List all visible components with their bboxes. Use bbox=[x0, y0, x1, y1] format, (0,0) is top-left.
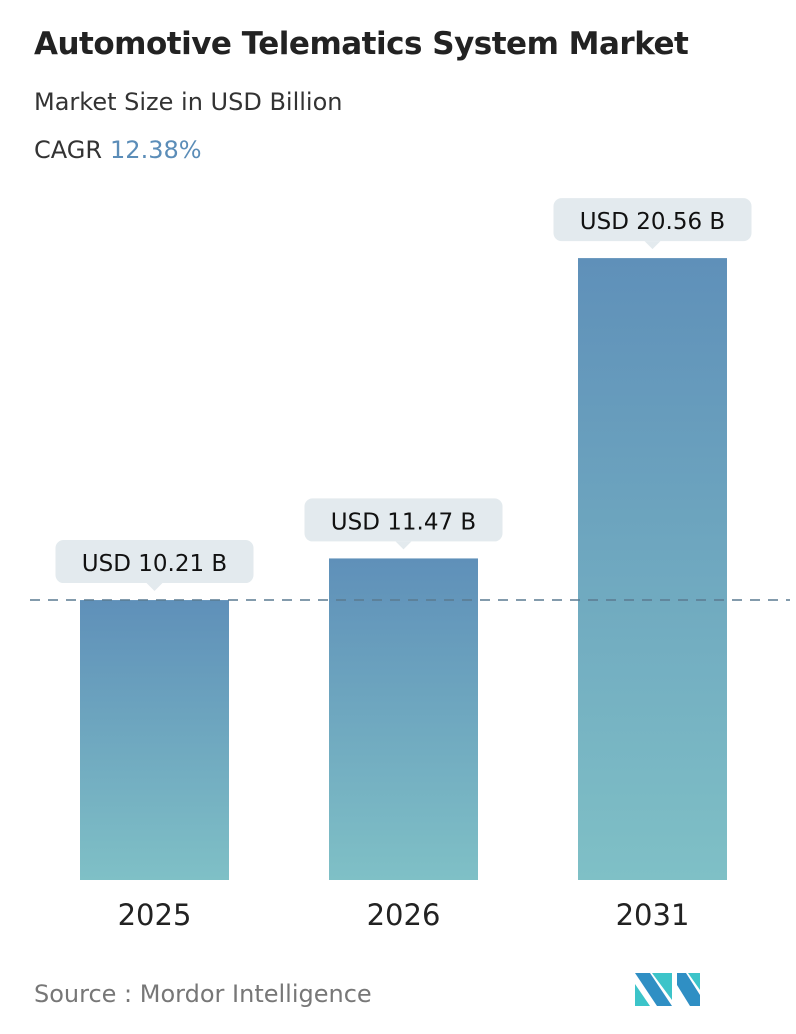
data-label: USD 20.56 B bbox=[580, 209, 725, 235]
bar-2025 bbox=[80, 600, 229, 880]
data-label-pointer bbox=[395, 541, 412, 550]
chart-title: Automotive Telematics System Market bbox=[34, 26, 689, 62]
data-label-pointer bbox=[644, 241, 661, 250]
source-text: Source : Mordor Intelligence bbox=[34, 980, 372, 1008]
cagr: CAGR 12.38% bbox=[34, 136, 202, 164]
x-tick-label: 2026 bbox=[367, 898, 441, 932]
data-label-bg bbox=[553, 198, 752, 242]
data-label-bg bbox=[55, 540, 254, 584]
x-tick-label: 2031 bbox=[616, 898, 690, 932]
bar-2026 bbox=[329, 558, 478, 880]
cagr-label: CAGR bbox=[34, 136, 103, 164]
bar-chart: USD 10.21 B 2025 USD 11.47 B 2026 USD 20.56 … bbox=[30, 198, 790, 932]
chart-subtitle: Market Size in USD Billion bbox=[34, 88, 343, 116]
data-label: USD 11.47 B bbox=[331, 509, 476, 535]
data-label-pointer bbox=[146, 583, 163, 592]
x-tick-label: 2025 bbox=[118, 898, 192, 932]
data-label-bg bbox=[304, 498, 503, 542]
cagr-value: 12.38% bbox=[110, 136, 202, 164]
bar-2031 bbox=[578, 258, 727, 880]
data-label: USD 10.21 B bbox=[82, 551, 227, 577]
